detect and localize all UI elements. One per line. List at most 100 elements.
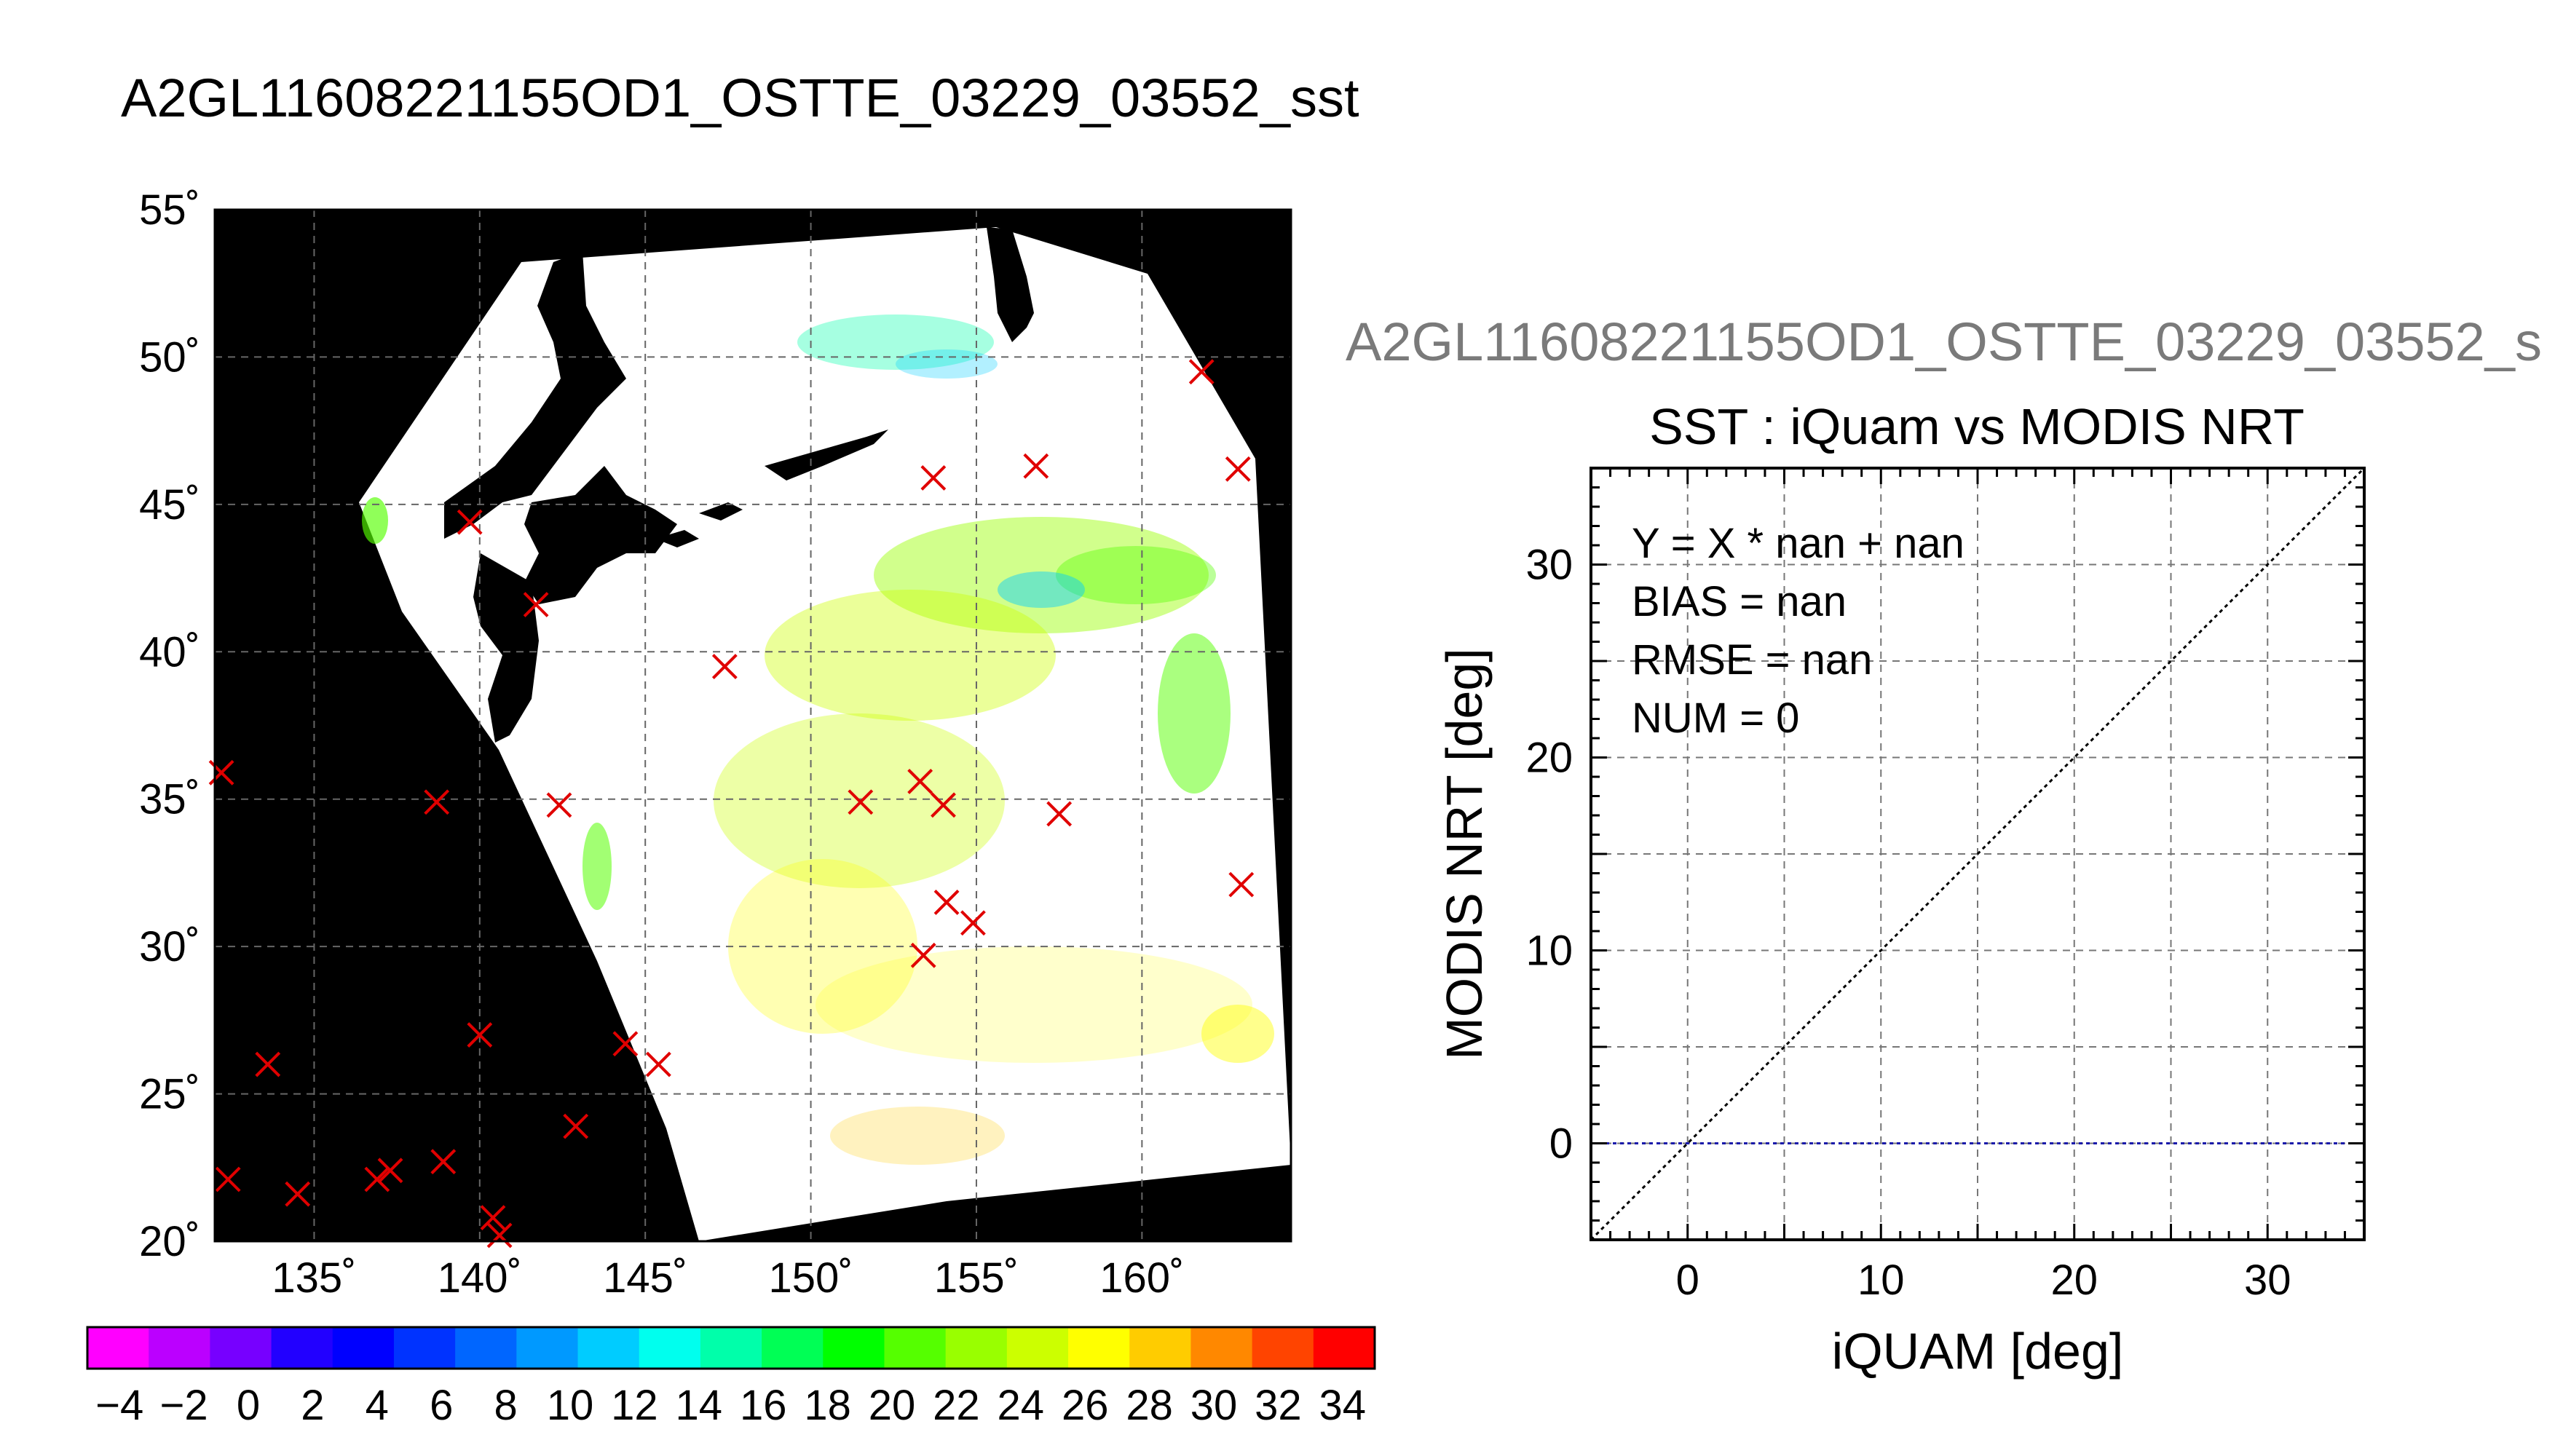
map-y-tick-label: 30˚ — [139, 923, 200, 970]
colorbar-swatch — [700, 1327, 763, 1369]
map-frame — [213, 208, 1292, 1243]
colorbar-swatch — [332, 1327, 395, 1369]
colorbar-tick-label: 14 — [676, 1382, 723, 1429]
colorbar-tick-label: 12 — [611, 1382, 658, 1429]
map-marker-stroke — [910, 942, 936, 968]
map-marker-x — [1225, 456, 1251, 482]
map-marker-stroke — [523, 592, 549, 617]
map-x-tick-label: 135˚ — [272, 1254, 356, 1302]
scatter-annotation: NUM = 0 — [1632, 695, 1799, 742]
colorbar-tick-label: 16 — [740, 1382, 787, 1429]
map-marker-x — [907, 769, 933, 794]
map-marker-stroke — [1225, 456, 1251, 482]
map-marker-x — [523, 592, 549, 617]
colorbar-tick-label: 0 — [237, 1382, 260, 1429]
map-markers — [208, 359, 1255, 1249]
scatter-y-tick-label: 20 — [1525, 735, 1573, 782]
colorbar-tick-label: 18 — [804, 1382, 851, 1429]
map-marker-stroke — [364, 1166, 390, 1192]
map-marker-x — [645, 1051, 671, 1077]
scatter-annotation: BIAS = nan — [1632, 578, 1847, 625]
map-marker-stroke — [430, 1149, 457, 1175]
colorbar-swatch — [762, 1327, 824, 1369]
colorbar-swatch — [1006, 1327, 1070, 1369]
map-marker-x — [563, 1113, 589, 1139]
colorbar-swatch — [1068, 1327, 1131, 1369]
colorbar-tick-label: 8 — [494, 1382, 517, 1429]
scatter-x-tick-label: 10 — [1857, 1257, 1905, 1304]
colorbar-swatch — [455, 1327, 518, 1369]
map-y-axis: 20˚ 25˚ 30˚ 35˚ 40˚ 45˚ 50˚ 55˚ — [139, 186, 200, 1265]
colorbar-tick-label: 2 — [301, 1382, 324, 1429]
colorbar-frame — [86, 1326, 1376, 1370]
scatter-panel-title-clipped: A2GL11608221155OD1_OSTTE_03229_03552_s — [1346, 312, 2542, 372]
map-x-tick-label: 155˚ — [934, 1254, 1019, 1302]
colorbar-swatch — [516, 1327, 579, 1369]
map-marker-x — [1023, 453, 1049, 479]
scatter-xlabel: iQUAM [deg] — [1832, 1323, 2124, 1380]
map-marker-x — [215, 1166, 241, 1192]
map-marker-x — [208, 759, 234, 786]
map-marker-stroke — [920, 465, 947, 491]
map-marker-stroke — [215, 1166, 241, 1192]
map-marker-stroke — [285, 1181, 311, 1207]
map-marker-x — [612, 1031, 639, 1057]
scatter-y-tick-label: 30 — [1525, 542, 1573, 589]
scatter-x-axis: 0 10 20 30 — [1676, 1257, 2291, 1304]
map-marker-x — [1188, 359, 1215, 385]
map-marker-stroke — [933, 890, 960, 915]
colorbar-tick-label: −2 — [160, 1382, 208, 1429]
colorbar-tick-label: 30 — [1190, 1382, 1238, 1429]
map-marker-stroke — [208, 759, 234, 786]
colorbar-swatch — [945, 1327, 1008, 1369]
map-marker-stroke — [612, 1031, 639, 1057]
colorbar-swatch — [271, 1327, 333, 1369]
colorbar-swatch — [149, 1327, 211, 1369]
map-x-tick-label: 140˚ — [438, 1254, 522, 1302]
main-title: A2GL11608221155OD1_OSTTE_03229_03552_sst — [121, 68, 1359, 128]
map-marker-stroke — [546, 792, 572, 818]
colorbar-swatch — [393, 1327, 457, 1369]
map-marker-stroke — [377, 1158, 403, 1184]
map-marker-stroke — [848, 789, 874, 815]
map-marker-x — [546, 792, 572, 818]
map-marker-stroke — [457, 509, 483, 535]
map-marker-x — [255, 1051, 281, 1077]
colorbar-swatch — [1190, 1327, 1253, 1369]
map-y-tick-label: 40˚ — [139, 628, 200, 676]
map-marker-stroke — [1023, 453, 1049, 479]
map-marker-x — [486, 1222, 513, 1249]
map-y-tick-label: 20˚ — [139, 1218, 200, 1265]
colorbar-swatch — [210, 1327, 272, 1369]
colorbar-swatch — [639, 1327, 701, 1369]
map-y-tick-label: 35˚ — [139, 776, 200, 823]
map-y-tick-label: 45˚ — [139, 481, 200, 529]
colorbar-swatch — [577, 1327, 640, 1369]
map-marker-stroke — [931, 792, 956, 818]
map-marker-x — [910, 942, 936, 968]
scatter-annotation: Y = X * nan + nan — [1632, 520, 1964, 567]
map-marker-x — [933, 890, 960, 915]
map-x-tick-label: 150˚ — [769, 1254, 853, 1302]
map-marker-x — [711, 654, 738, 679]
map-marker-stroke — [255, 1051, 281, 1077]
map-marker-x — [430, 1149, 457, 1175]
scatter-ylabel: MODIS NRT [deg] — [1436, 648, 1493, 1059]
map-marker-stroke — [1228, 871, 1255, 898]
map-marker-stroke — [960, 910, 986, 936]
scatter-y-axis: 0 10 20 30 — [1525, 542, 1573, 1168]
map-x-tick-label: 145˚ — [603, 1254, 687, 1302]
colorbar-tick-label: 26 — [1062, 1382, 1109, 1429]
map-x-tick-label: 160˚ — [1099, 1254, 1184, 1302]
land-mask — [444, 227, 1034, 743]
scatter-annotation: RMSE = nan — [1632, 636, 1872, 684]
scatter-x-tick-label: 0 — [1676, 1257, 1699, 1304]
map-y-tick-label: 50˚ — [139, 333, 200, 381]
map-marker-x — [285, 1181, 311, 1207]
scatter-minor-ticks — [1591, 468, 2364, 1240]
scatter-panel: SST : iQuam vs MODIS NRT 0 10 20 30 0 10 20 30… — [1436, 398, 2366, 1380]
colorbar-tick-label: 10 — [547, 1382, 594, 1429]
map-marker-stroke — [711, 654, 738, 679]
map-x-axis: 135˚ 140˚ 145˚ 150˚ 155˚ 160˚ — [272, 1254, 1184, 1302]
